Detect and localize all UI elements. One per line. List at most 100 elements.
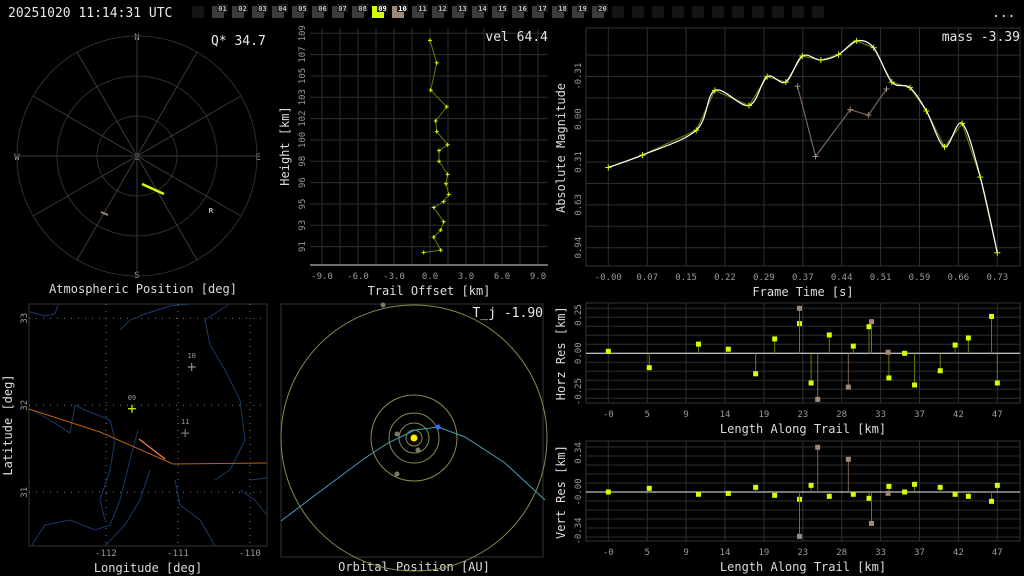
river-line [204, 304, 246, 481]
frame-empty[interactable] [792, 6, 804, 18]
vert-x-tick: 9 [683, 548, 688, 558]
frame-label: 05 [298, 5, 306, 13]
river-line [249, 477, 268, 481]
frame-label: 08 [358, 5, 366, 13]
frame-label-bg [377, 4, 388, 12]
frame-label-bg [277, 4, 288, 12]
frame-16[interactable]: 16 [512, 4, 528, 18]
frame-14[interactable]: 14 [472, 4, 488, 18]
station-label: 09 [128, 394, 136, 402]
frame-box[interactable] [652, 6, 664, 18]
trail-x-tick: 0.0 [422, 272, 438, 282]
station-09[interactable]: 09 [128, 394, 136, 413]
menu-button[interactable]: ... [992, 6, 1015, 21]
frame-18[interactable]: 18 [552, 4, 568, 18]
frame-empty[interactable] [652, 6, 664, 18]
frame-empty[interactable] [612, 6, 624, 18]
frame-label-bg [557, 4, 568, 12]
frame-box[interactable] [672, 6, 684, 18]
frame-label-bg [457, 4, 468, 12]
frame-box[interactable] [752, 6, 764, 18]
frame-01[interactable]: 01 [212, 4, 228, 18]
frame-empty[interactable] [772, 6, 784, 18]
trail-y-tick: 100 [298, 132, 308, 148]
frame-12[interactable]: 12 [432, 4, 448, 18]
frame-empty[interactable] [192, 6, 204, 18]
planet-dot [394, 471, 400, 477]
frame-box[interactable] [692, 6, 704, 18]
frame-10[interactable]: 10 [392, 4, 408, 18]
trail-point [434, 60, 439, 65]
planet-orbit [370, 394, 458, 482]
trail-point [443, 181, 448, 186]
horz-point-primary [937, 368, 943, 374]
trail-x-tick: -6.0 [347, 272, 369, 282]
station-marker-icon[interactable] [181, 429, 190, 438]
frame-label: 14 [478, 5, 486, 13]
frame-03[interactable]: 03 [252, 4, 268, 18]
frame-empty[interactable] [752, 6, 764, 18]
trail-point [445, 172, 450, 177]
vert-point-primary [772, 492, 778, 498]
frame-box[interactable] [712, 6, 724, 18]
lc-point-primary [906, 84, 913, 91]
frame-box[interactable] [812, 6, 824, 18]
frame-06[interactable]: 06 [312, 4, 328, 18]
frame-empty[interactable] [672, 6, 684, 18]
trail-point [441, 219, 446, 224]
frame-13[interactable]: 13 [452, 4, 468, 18]
frame-11[interactable]: 11 [412, 4, 428, 18]
frame-17[interactable]: 17 [532, 4, 548, 18]
frame-selector[interactable]: 01 02 03 04 05 06 07 08 09 10 11 12 13 14 15 16 17 18 19 20 [192, 4, 824, 18]
station-11[interactable]: 11 [181, 418, 190, 438]
lc-x-tick: 0.51 [870, 273, 892, 283]
horz-x-tick: -0 [603, 410, 614, 420]
frame-label: 15 [498, 5, 506, 13]
river-line [104, 469, 151, 547]
tj-annotation: T_j -1.90 [473, 306, 543, 321]
frame-box[interactable] [632, 6, 644, 18]
frame-19[interactable]: 19 [572, 4, 588, 18]
lc-point-secondary [865, 112, 872, 119]
trail-point [444, 104, 449, 109]
frame-box[interactable] [772, 6, 784, 18]
sun-icon [410, 434, 418, 442]
station-marker-icon[interactable] [127, 404, 136, 413]
frame-07[interactable]: 07 [332, 4, 348, 18]
frame-empty[interactable] [632, 6, 644, 18]
frame-empty[interactable] [712, 6, 724, 18]
lc-ylabel: Absolute Magnitude [554, 83, 568, 213]
horz-point-primary [725, 346, 731, 352]
frame-04[interactable]: 04 [272, 4, 288, 18]
station-marker-icon[interactable] [187, 363, 196, 372]
frame-02[interactable]: 02 [232, 4, 248, 18]
atmospheric-position-panel: Q* 34.7 N S E W Z R Atmospheric Position… [14, 33, 266, 296]
vert-point-primary [725, 490, 731, 496]
frame-empty[interactable] [812, 6, 824, 18]
frame-empty[interactable] [732, 6, 744, 18]
frame-20[interactable]: 20 [592, 4, 608, 18]
frame-box[interactable] [192, 6, 204, 18]
station-10[interactable]: 10 [187, 352, 196, 372]
planet-dot [394, 431, 400, 437]
horz-x-tick: 47 [992, 410, 1003, 420]
frame-15[interactable]: 15 [492, 4, 508, 18]
frame-label: 12 [438, 5, 446, 13]
frame-box[interactable] [792, 6, 804, 18]
trail-point [438, 228, 443, 233]
frame-label-bg [217, 4, 228, 12]
lc-x-tick: 0.22 [714, 273, 736, 283]
frame-box[interactable] [732, 6, 744, 18]
frame-09[interactable]: 09 [372, 4, 388, 18]
lc-point-primary [605, 164, 612, 171]
frame-empty[interactable] [692, 6, 704, 18]
frame-08[interactable]: 08 [352, 4, 368, 18]
lc-x-tick: 0.37 [792, 273, 814, 283]
frame-box[interactable] [612, 6, 624, 18]
trail-xlabel: Trail Offset [km] [368, 284, 491, 298]
map-x-tick: -111 [167, 549, 189, 559]
trail-point [441, 199, 446, 204]
horz-point-primary [952, 342, 958, 348]
frame-05[interactable]: 05 [292, 4, 308, 18]
frame-label: 17 [538, 5, 546, 13]
